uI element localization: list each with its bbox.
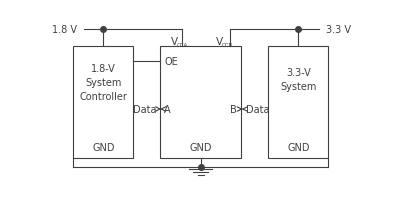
Text: OE: OE (164, 57, 178, 67)
Text: V: V (216, 37, 223, 47)
Text: B: B (230, 104, 237, 114)
Text: 3.3-V
System: 3.3-V System (280, 67, 316, 91)
Text: GND: GND (189, 142, 212, 152)
Text: 1.8 V: 1.8 V (52, 24, 77, 34)
Text: GND: GND (92, 142, 115, 152)
Text: CCA: CCA (176, 43, 188, 48)
Text: CCB: CCB (222, 43, 233, 48)
Bar (160, 47, 241, 158)
Bar (73, 47, 133, 158)
Text: Data: Data (133, 104, 156, 114)
Text: A: A (164, 104, 171, 114)
Text: Data: Data (246, 104, 269, 114)
Text: 3.3 V: 3.3 V (326, 24, 351, 34)
Text: 1.8-V
System
Controller: 1.8-V System Controller (79, 64, 127, 101)
Text: V: V (171, 37, 178, 47)
Bar (268, 47, 328, 158)
Text: GND: GND (287, 142, 310, 152)
